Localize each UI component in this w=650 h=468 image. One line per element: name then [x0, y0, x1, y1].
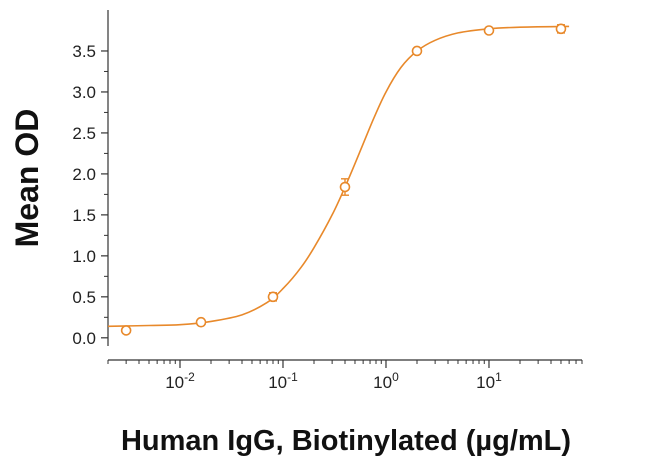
x-tick-label: 100	[373, 370, 399, 392]
y-tick-label: 0.5	[72, 288, 96, 307]
data-point	[267, 291, 279, 303]
y-tick-label: 2.0	[72, 165, 96, 184]
axes: 0.0 0.5 1.0 1.5 2.0 2.5 3.0 3.5 10-2 10-1 100 101	[72, 10, 583, 392]
x-tick-label: 10-2	[165, 370, 195, 392]
x-axis-title: Human IgG, Biotinylated (µg/mL)	[121, 425, 571, 457]
data-point	[483, 25, 495, 36]
data-point	[195, 316, 207, 328]
data-point	[120, 325, 132, 336]
y-tick-label: 3.5	[72, 42, 96, 61]
y-tick-label: 2.5	[72, 124, 96, 143]
y-tick-label: 1.0	[72, 247, 96, 266]
y-tick-label: 3.0	[72, 83, 96, 102]
y-axis-title: Mean OD	[9, 109, 45, 248]
fit-curve	[107, 25, 570, 328]
fit-curve-layer	[107, 25, 570, 328]
y-tick-label: 1.5	[72, 206, 96, 225]
data-point	[339, 181, 351, 193]
data-points-layer	[120, 23, 567, 336]
x-tick-label: 10-1	[268, 370, 298, 392]
y-tick-label: 0.0	[72, 329, 96, 348]
x-tick-label: 101	[476, 370, 502, 392]
data-point	[411, 45, 423, 57]
data-point	[555, 23, 567, 35]
